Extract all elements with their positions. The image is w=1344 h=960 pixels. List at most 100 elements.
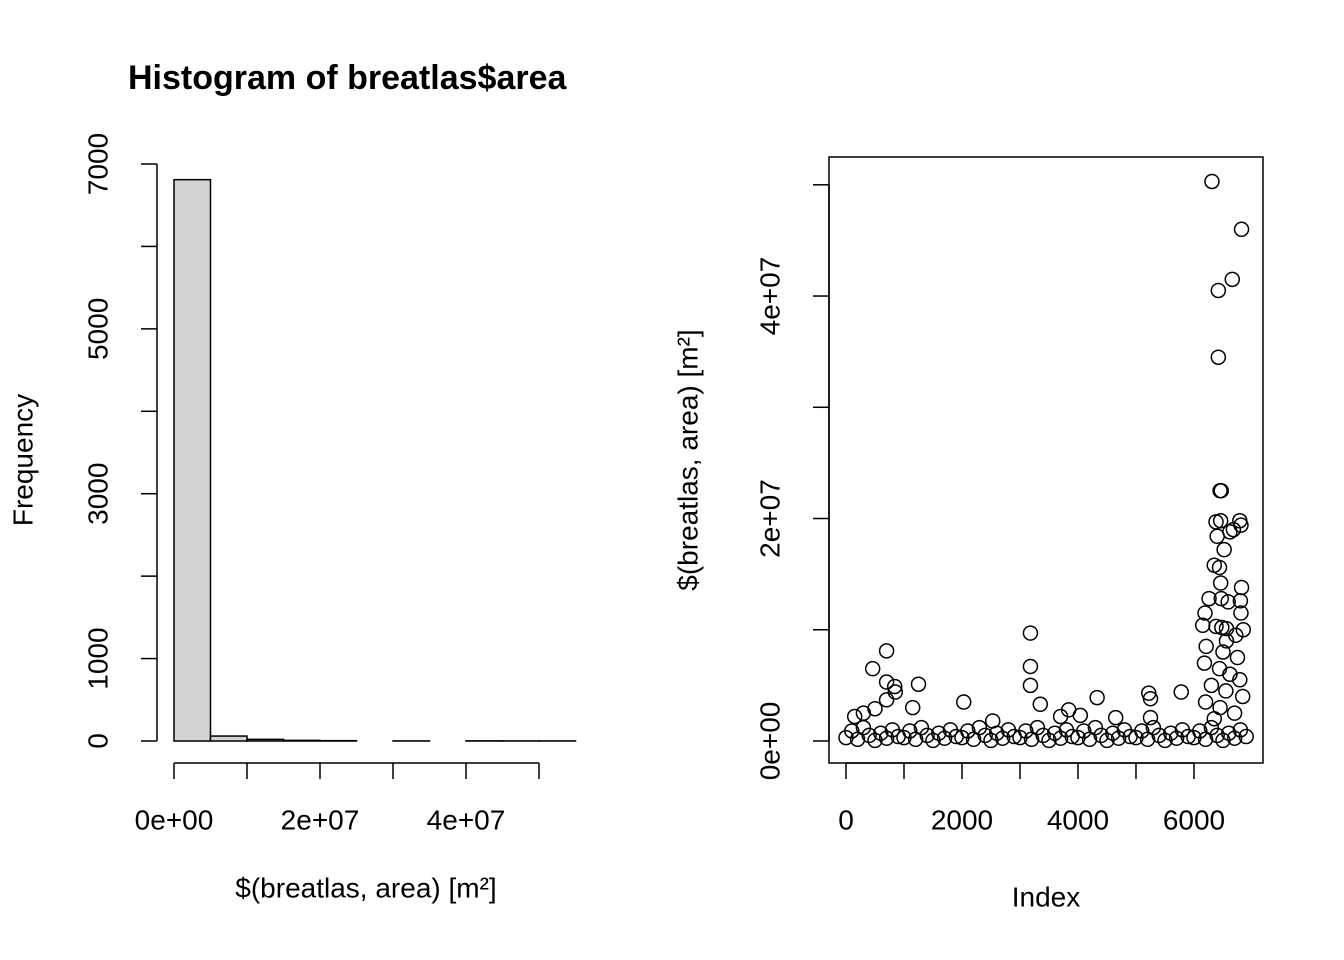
point	[878, 674, 895, 690]
point	[1072, 707, 1089, 724]
point	[1224, 271, 1241, 288]
x-tick-label: 2e+07	[281, 804, 360, 835]
point	[886, 678, 903, 695]
point	[904, 699, 921, 716]
point	[1163, 725, 1179, 741]
bar	[173, 178, 212, 742]
point	[855, 705, 872, 721]
point	[1192, 723, 1208, 739]
point	[878, 730, 895, 746]
point	[1018, 723, 1034, 739]
y-tick-label: 0	[82, 733, 113, 749]
point	[1218, 633, 1235, 649]
point	[1234, 688, 1251, 705]
x-tick-label: 2000	[931, 804, 993, 835]
point	[1029, 719, 1046, 736]
point	[1210, 349, 1227, 365]
x-axis-label: Index	[1012, 881, 1081, 912]
y-tick-label: 4e+07	[754, 257, 785, 336]
point	[1201, 590, 1217, 607]
y-tick-label: 0e+00	[754, 702, 785, 781]
point	[1209, 528, 1225, 545]
point	[1203, 719, 1220, 736]
point	[864, 660, 881, 677]
point	[931, 725, 947, 741]
point	[1197, 605, 1213, 621]
point	[1227, 627, 1244, 644]
point	[1022, 658, 1039, 675]
point	[1093, 727, 1109, 744]
point	[878, 692, 895, 708]
point	[1212, 512, 1229, 529]
point	[1215, 644, 1231, 660]
point	[960, 723, 976, 739]
point	[1209, 727, 1225, 744]
chart-title: Histogram of breatlas$area	[128, 59, 567, 97]
point	[994, 730, 1011, 746]
point	[1142, 690, 1159, 707]
point	[1047, 725, 1063, 741]
point	[1221, 725, 1237, 741]
point	[1134, 723, 1150, 739]
y-tick-label: 2e+07	[754, 479, 785, 558]
point	[1211, 559, 1228, 576]
point	[873, 725, 889, 741]
point	[1203, 677, 1220, 694]
point	[1204, 173, 1220, 190]
point	[913, 719, 930, 736]
point	[1032, 696, 1049, 713]
point	[1196, 655, 1213, 671]
point	[1087, 719, 1104, 736]
point	[1233, 605, 1249, 621]
bar	[209, 735, 248, 742]
x-tick-label: 0	[838, 804, 854, 835]
point	[1206, 710, 1223, 727]
point	[1212, 575, 1229, 591]
point	[1229, 649, 1246, 666]
point	[1022, 625, 1039, 641]
point	[1213, 590, 1229, 607]
point	[1035, 727, 1051, 744]
point	[1232, 672, 1248, 688]
y-tick-label: 3000	[82, 463, 113, 525]
point	[878, 643, 895, 659]
point	[1232, 593, 1249, 609]
y-axis-label: Frequency	[7, 394, 38, 526]
point	[977, 727, 993, 744]
point	[1225, 521, 1242, 538]
y-tick-label: 1000	[82, 627, 113, 689]
point	[1233, 517, 1249, 533]
point	[1222, 666, 1238, 682]
point	[1213, 482, 1229, 499]
point	[1173, 684, 1189, 700]
point	[1105, 725, 1121, 741]
point	[1233, 221, 1250, 238]
point	[936, 730, 953, 746]
point	[1089, 689, 1105, 706]
point	[1151, 727, 1167, 744]
point	[1218, 683, 1234, 699]
point	[1226, 730, 1243, 746]
point	[1198, 638, 1214, 655]
y-axis-label: $(breatlas, area) [m²]	[672, 329, 703, 590]
point	[887, 684, 904, 700]
x-tick-label: 4e+07	[427, 804, 506, 835]
point	[971, 719, 988, 736]
point	[846, 708, 863, 725]
point	[844, 723, 860, 739]
point	[1208, 618, 1224, 635]
point	[1145, 719, 1162, 736]
point	[1052, 730, 1069, 746]
x-tick-label: 0e+00	[135, 804, 214, 835]
point	[1168, 730, 1185, 746]
bar	[282, 739, 321, 742]
point	[1076, 723, 1092, 739]
y-tick-label: 5000	[82, 298, 113, 360]
point	[1022, 677, 1039, 694]
point	[1197, 694, 1214, 710]
x-tick-label: 4000	[1047, 804, 1109, 835]
point	[902, 723, 918, 739]
point	[1216, 541, 1232, 558]
y-tick-label: 7000	[82, 133, 113, 195]
